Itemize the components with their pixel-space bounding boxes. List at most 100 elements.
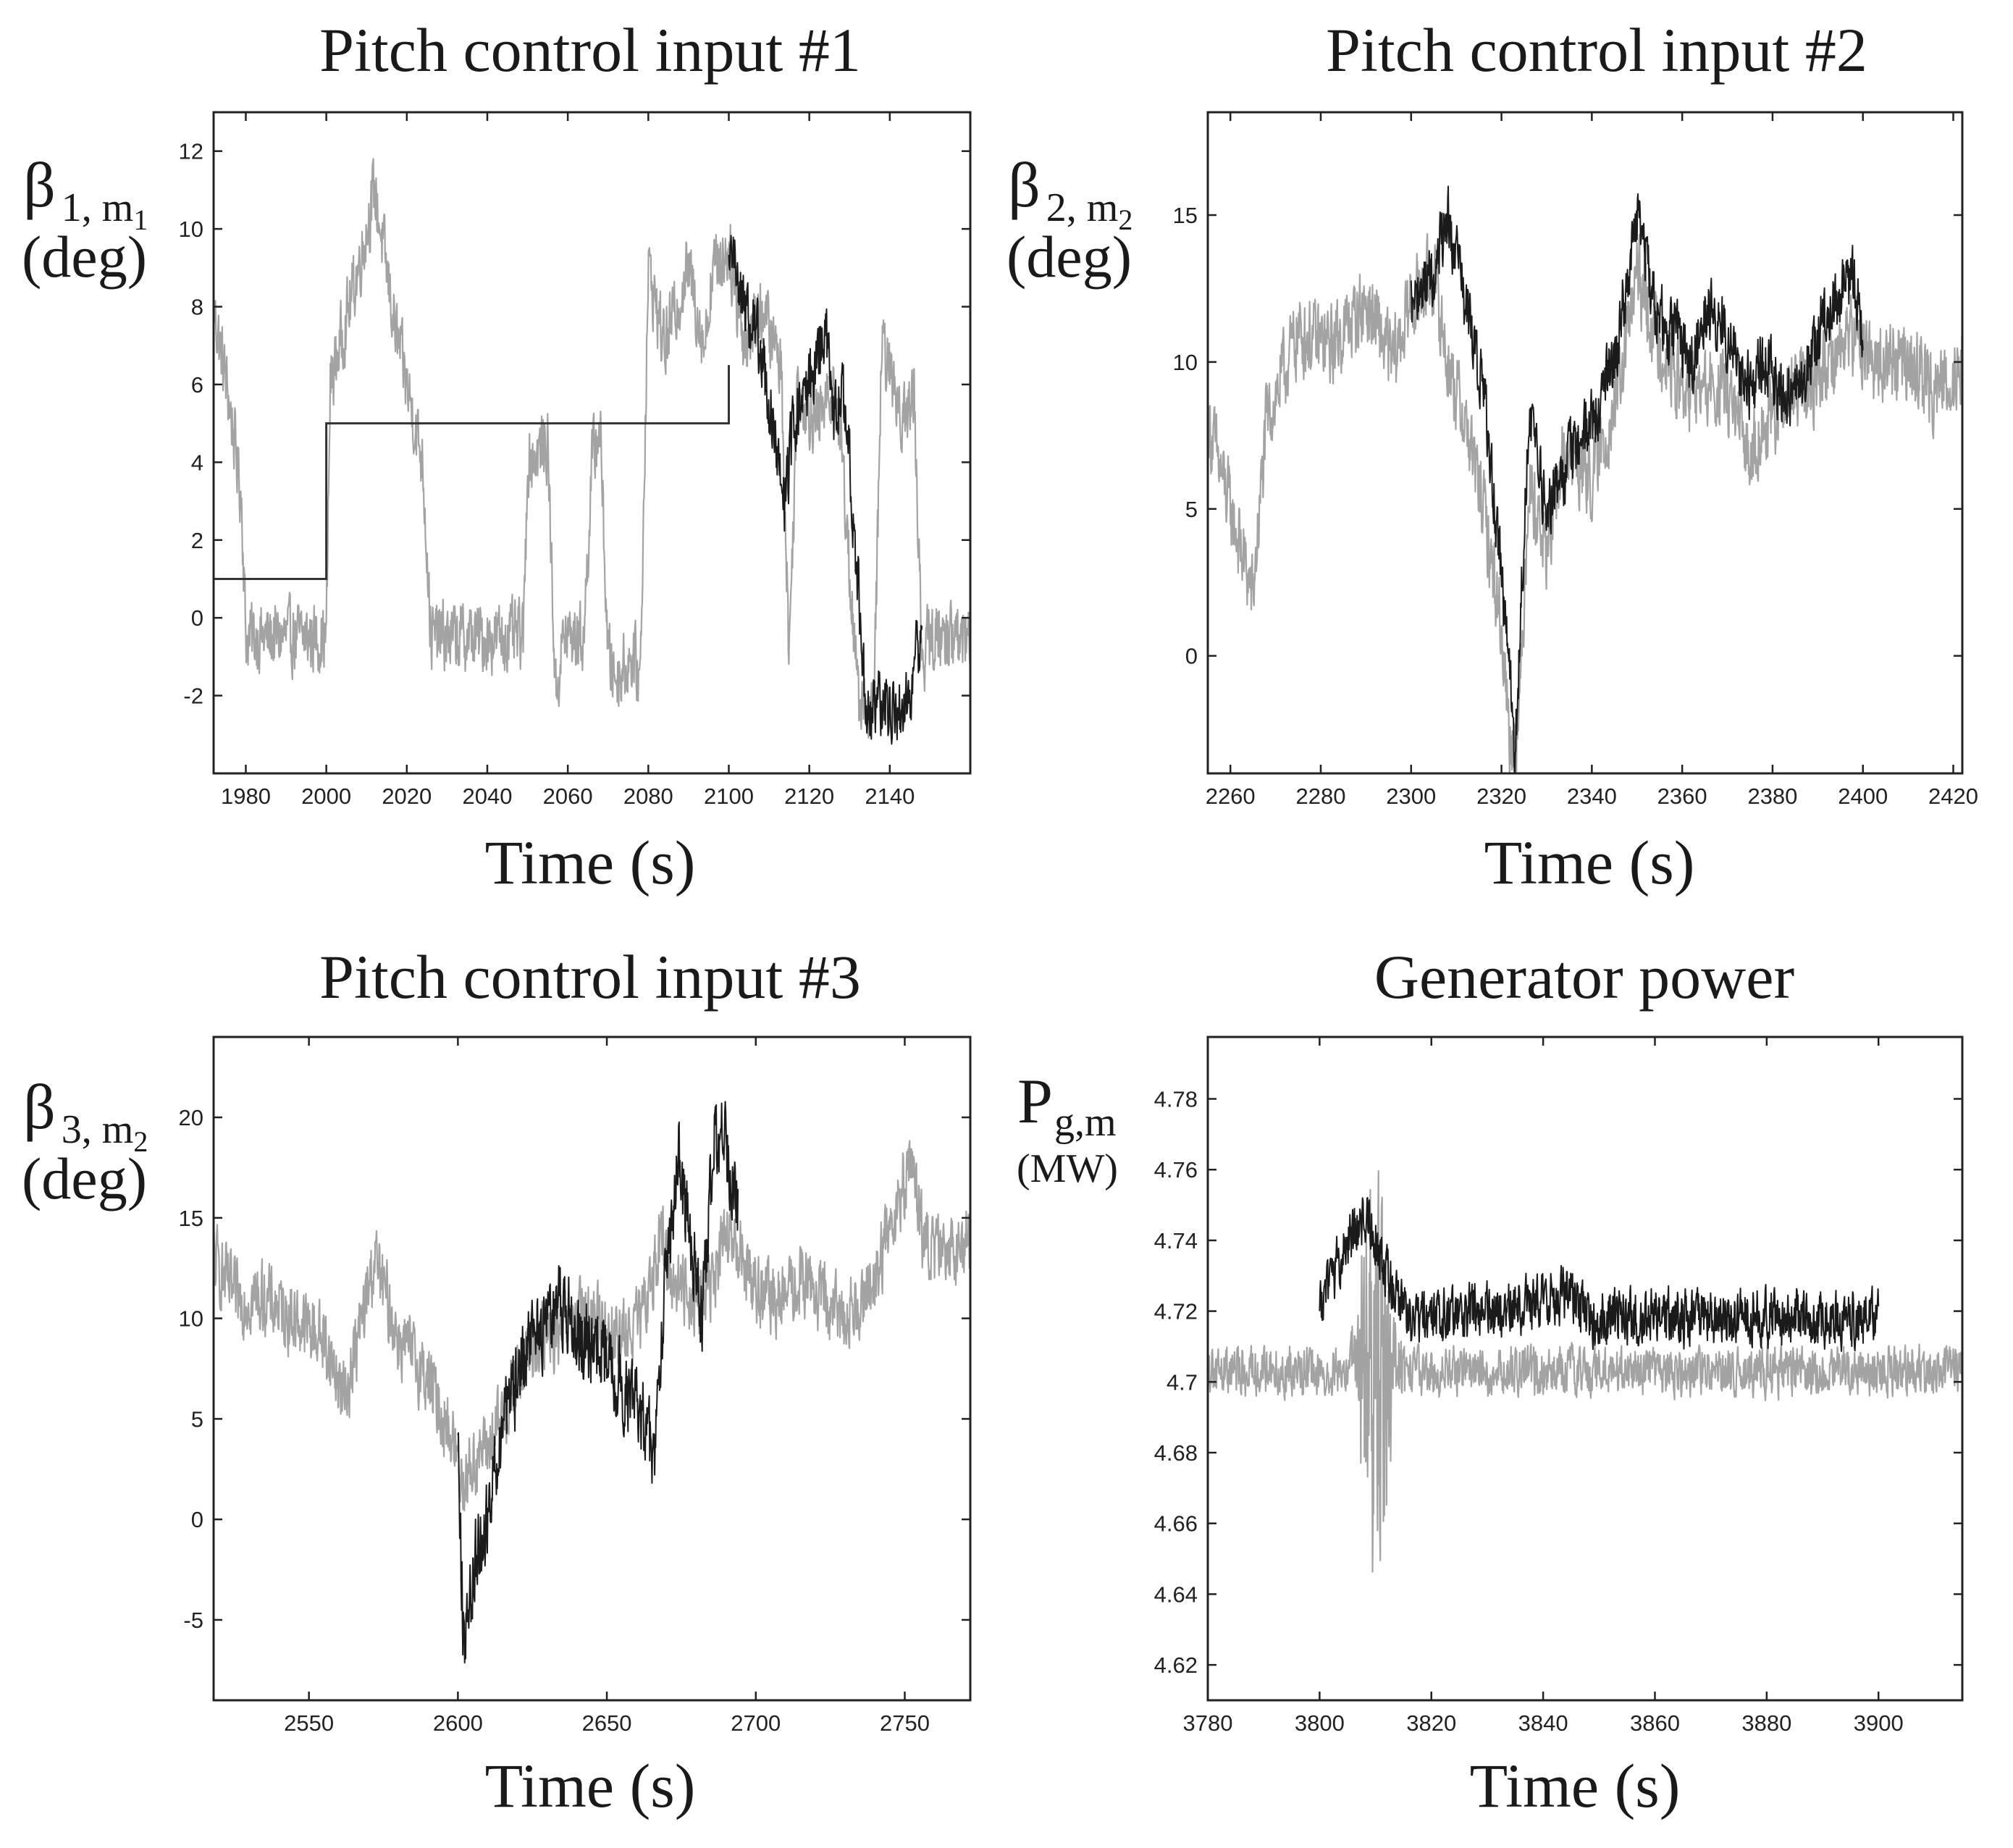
y-tick-label: 4.76 [1154, 1157, 1198, 1183]
series-line [728, 235, 923, 745]
x-axis-label: Time (s) [485, 828, 696, 897]
x-axis-label: Time (s) [1484, 828, 1695, 897]
y-label-symbol: β [23, 1072, 56, 1143]
y-axis-unit: (deg) [22, 224, 147, 290]
y-tick-label: 20 [179, 1105, 203, 1130]
y-label-symbol: β [1008, 151, 1041, 221]
y-tick-label: 0 [1185, 644, 1198, 669]
chart-title: Generator power [1374, 942, 1794, 1012]
x-tick-label: 2280 [1296, 784, 1346, 809]
x-axis-label: Time (s) [485, 1751, 696, 1820]
series-line [1208, 232, 1962, 773]
x-tick-label: 3820 [1406, 1710, 1456, 1736]
y-tick-label: 15 [179, 1206, 203, 1231]
y-tick-label: 0 [191, 1507, 203, 1532]
y-tick-label: 5 [191, 1406, 203, 1432]
axes-frame [212, 111, 972, 775]
series-line [1410, 185, 1864, 773]
y-axis-label: Pg,m [1017, 1067, 1117, 1145]
x-tick-label: 3800 [1295, 1710, 1345, 1736]
y-tick-label: 4.66 [1154, 1511, 1198, 1537]
y-tick-label: 4.7 [1167, 1369, 1198, 1395]
x-tick-label: 2360 [1657, 784, 1707, 809]
y-tick-label: 2 [191, 528, 203, 553]
y-tick-label: 4.72 [1154, 1299, 1198, 1324]
panel-pitch-2: Pitch control input #2 β 2, m2 (deg) 2260… [1006, 15, 1978, 897]
y-tick-label: 8 [191, 295, 203, 320]
plot-area: 3780 3800 3820 3840 3860 3880 3900 4.62 4.64 4.66… [1154, 1036, 1964, 1736]
y-tick-label: 4.64 [1154, 1582, 1198, 1607]
x-tick-label: 2340 [1567, 784, 1617, 809]
chart-title: Pitch control input #3 [319, 942, 861, 1012]
y-label-subscript: 2, m [1046, 185, 1119, 230]
y-tick-label: 10 [179, 217, 203, 242]
x-tick-label: 3780 [1183, 1710, 1233, 1736]
x-tick-label: 2020 [382, 784, 432, 809]
y-tick-label: 6 [191, 372, 203, 398]
x-tick-label: 1980 [221, 784, 271, 809]
series-group [214, 1101, 970, 1664]
y-tick-label: 4.68 [1154, 1440, 1198, 1466]
axes-frame [1206, 111, 1964, 775]
y-tick-label: 5 [1185, 497, 1198, 522]
y-tick-label: 0 [191, 605, 203, 631]
y-label-sub-subscript: 2 [133, 1125, 148, 1158]
panel-pitch-3: Pitch control input #3 β 3, m2 (deg) 2550… [22, 942, 972, 1820]
y-label-symbol: β [23, 151, 56, 221]
series-line [214, 158, 970, 739]
series-line [457, 1101, 739, 1664]
panel-pitch-1: Pitch control input #1 β 1, m1 (deg) 1980… [22, 15, 972, 897]
x-tick-label: 3880 [1741, 1710, 1791, 1736]
plot-area: 2550 2600 2650 2700 2750 -5 0 5 10 15 20 [179, 1036, 972, 1736]
y-label-subscript: 1, m [62, 185, 134, 230]
series-line [214, 365, 730, 580]
y-label-subscript: g,m [1054, 1100, 1117, 1145]
axes-frame [212, 1036, 972, 1702]
y-tick-label: 4 [191, 450, 203, 475]
x-axis-label: Time (s) [1470, 1751, 1681, 1820]
y-label-symbol: P [1017, 1067, 1053, 1137]
x-tick-label: 2550 [284, 1710, 334, 1736]
series-line [1319, 1197, 1880, 1352]
y-axis-label: β 3, m2 [23, 1072, 148, 1158]
y-tick-label: 4.62 [1154, 1652, 1198, 1678]
y-axis-label: β 2, m2 [1008, 151, 1132, 236]
x-tick-label: 3840 [1518, 1710, 1568, 1736]
series-line [1208, 1170, 1962, 1573]
x-tick-label: 2120 [784, 784, 834, 809]
x-tick-label: 2000 [301, 784, 351, 809]
y-label-subscript: 3, m [62, 1107, 134, 1152]
series-group [1208, 1170, 1962, 1573]
y-tick-label: -5 [183, 1608, 203, 1633]
series-group [214, 158, 970, 745]
x-tick-label: 3860 [1630, 1710, 1680, 1736]
x-tick-label: 2300 [1386, 784, 1436, 809]
x-tick-label: 2260 [1206, 784, 1256, 809]
y-label-sub-subscript: 2 [1118, 203, 1132, 236]
y-axis-unit: (deg) [22, 1146, 147, 1211]
y-tick-label: 10 [179, 1306, 203, 1332]
y-axis-unit: (MW) [1017, 1146, 1118, 1191]
x-tick-label: 2040 [462, 784, 512, 809]
x-tick-label: 2060 [543, 784, 593, 809]
y-tick-label: 4.78 [1154, 1086, 1198, 1112]
x-tick-label: 2380 [1747, 784, 1797, 809]
axes-frame [1206, 1036, 1964, 1702]
x-tick-label: 2600 [433, 1710, 483, 1736]
x-tick-label: 3900 [1854, 1710, 1904, 1736]
y-tick-label: 10 [1173, 350, 1198, 375]
x-tick-label: 2080 [623, 784, 673, 809]
panel-generator-power: Generator power Pg,m (MW) 3780 3800 3820 38… [1017, 942, 1964, 1820]
plot-area: 2260 2280 2300 2320 2340 2360 2380 2400 2420 0 5 10… [1173, 111, 1978, 809]
x-tick-label: 2650 [582, 1710, 632, 1736]
y-tick-label: 4.74 [1154, 1228, 1198, 1253]
chart-title: Pitch control input #2 [1326, 15, 1867, 85]
x-tick-label: 2100 [704, 784, 754, 809]
x-tick-label: 2420 [1928, 784, 1978, 809]
plot-area: 1980 2000 2020 2040 2060 2080 2100 2120 2140 -2 0 2… [179, 111, 972, 809]
y-tick-label: 15 [1173, 203, 1198, 228]
y-axis-label: β 1, m1 [23, 151, 148, 236]
x-tick-label: 2140 [865, 784, 915, 809]
x-tick-label: 2750 [880, 1710, 930, 1736]
